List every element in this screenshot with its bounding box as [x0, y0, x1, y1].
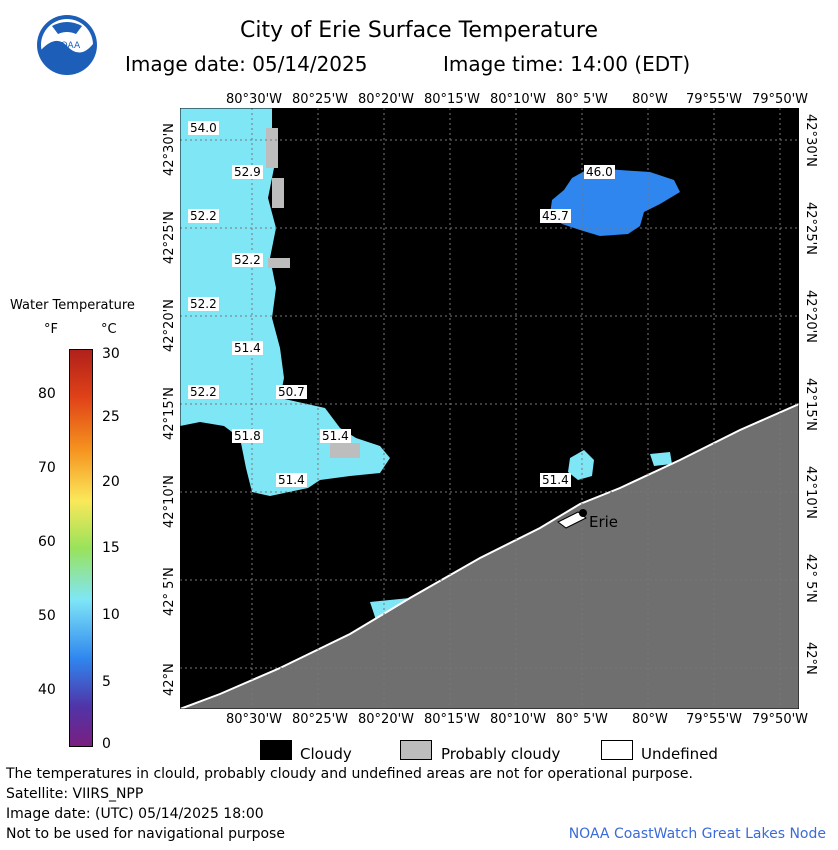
lon-label-bottom: 79°50'W [752, 712, 809, 727]
lon-label-top: 79°55'W [686, 92, 743, 107]
temp-label: 52.2 [188, 209, 219, 223]
colorbar-tick-c: 10 [102, 607, 120, 623]
colorbar-tick-c: 5 [102, 674, 111, 690]
temp-label: 51.4 [540, 473, 571, 487]
footer-utc-date: Image date: (UTC) 05/14/2025 18:00 [6, 806, 264, 822]
probably-cloudy-west [266, 128, 360, 458]
lon-label-top: 80°30'W [226, 92, 283, 107]
page-title: City of Erie Surface Temperature [239, 18, 599, 43]
colorbar-tick-f: 80 [38, 386, 56, 402]
legend-label-probably-cloudy: Probably cloudy [441, 745, 561, 763]
lon-label-bottom: 80°10'W [490, 712, 547, 727]
image-date: Image date: 05/14/2025 [125, 52, 368, 76]
colorbar [69, 349, 93, 747]
temp-label: 51.4 [276, 473, 307, 487]
warm-patch-erie [568, 450, 594, 480]
lon-label-top: 80°W [632, 92, 668, 107]
colorbar-unit-f: °F [44, 322, 58, 337]
lat-label-left: 42°30'N [162, 123, 177, 176]
temp-label: 52.2 [188, 385, 219, 399]
lon-label-bottom: 80° 5'W [556, 712, 608, 727]
erie-peninsula [557, 511, 587, 529]
logo-text: NOAA [54, 41, 81, 51]
lat-label-right: 42°N [803, 642, 818, 675]
footer-credit: NOAA CoastWatch Great Lakes Node [568, 826, 826, 842]
lat-label-left: 42°10'N [162, 475, 177, 528]
image-time: Image time: 14:00 (EDT) [443, 52, 691, 76]
lat-label-right: 42°20'N [803, 290, 818, 343]
colorbar-tick-f: 50 [38, 608, 56, 624]
temp-label: 45.7 [540, 209, 571, 223]
colorbar-tick-c: 15 [102, 540, 120, 556]
lon-label-top: 80°15'W [424, 92, 481, 107]
colorbar-tick-c: 25 [102, 409, 120, 425]
legend-swatch-cloudy [260, 740, 292, 760]
lon-label-top: 80°10'W [490, 92, 547, 107]
temp-label: 46.0 [584, 165, 615, 179]
lon-label-bottom: 80°25'W [292, 712, 349, 727]
land-area [180, 404, 799, 709]
lat-label-right: 42°10'N [803, 466, 818, 519]
colorbar-tick-f: 60 [38, 534, 56, 550]
temp-label: 52.2 [232, 253, 263, 267]
colorbar-tick-c: 0 [102, 736, 111, 752]
lon-label-bottom: 80°15'W [424, 712, 481, 727]
lat-label-left: 42°20'N [162, 299, 177, 352]
colorbar-unit-c: °C [101, 322, 117, 337]
lat-label-left: 42° 5'N [162, 567, 177, 616]
temp-label: 50.7 [276, 385, 307, 399]
lat-label-left: 42°N [162, 663, 177, 696]
lat-label-right: 42°30'N [803, 114, 818, 167]
lat-label-left: 42°25'N [162, 211, 177, 264]
lon-label-top: 80°20'W [358, 92, 415, 107]
temp-label: 51.4 [320, 429, 351, 443]
shoreline [180, 403, 799, 709]
lon-label-bottom: 80°W [632, 712, 668, 727]
lat-label-right: 42°15'N [803, 378, 818, 431]
legend-label-cloudy: Cloudy [300, 745, 352, 763]
footer-satellite: Satellite: VIIRS_NPP [6, 786, 144, 802]
lon-label-top: 80°25'W [292, 92, 349, 107]
lat-label-right: 42° 5'N [803, 554, 818, 603]
colorbar-title: Water Temperature [10, 298, 135, 313]
colorbar-tick-c: 20 [102, 474, 120, 490]
colorbar-tick-f: 40 [38, 682, 56, 698]
colorbar-tick-c: 30 [102, 346, 120, 362]
lon-label-bottom: 80°20'W [358, 712, 415, 727]
city-label: Erie [589, 513, 619, 531]
lon-label-top: 80° 5'W [556, 92, 608, 107]
lon-label-bottom: 79°55'W [686, 712, 743, 727]
warm-patch-east [650, 452, 672, 466]
colorbar-tick-f: 70 [38, 460, 56, 476]
legend-label-undefined: Undefined [641, 745, 718, 763]
lon-label-bottom: 80°30'W [226, 712, 283, 727]
temperature-map [180, 108, 799, 709]
lon-label-top: 79°50'W [752, 92, 809, 107]
noaa-logo: NOAA [36, 14, 98, 76]
temp-label: 52.2 [188, 297, 219, 311]
temp-label: 52.9 [232, 165, 263, 179]
legend-swatch-probably-cloudy [400, 740, 432, 760]
graticule [180, 108, 799, 709]
warm-water-region [180, 108, 390, 496]
lat-label-right: 42°25'N [803, 202, 818, 255]
footer-note: The temperatures in clould, probably clo… [6, 766, 693, 782]
temp-label: 51.8 [232, 429, 263, 443]
footer-nav: Not to be used for navigational purpose [6, 826, 285, 842]
erie-marker-icon [579, 509, 587, 517]
lat-label-left: 42°15'N [162, 387, 177, 440]
temp-label: 51.4 [232, 341, 263, 355]
temp-label: 54.0 [188, 121, 219, 135]
legend-swatch-undefined [601, 740, 633, 760]
